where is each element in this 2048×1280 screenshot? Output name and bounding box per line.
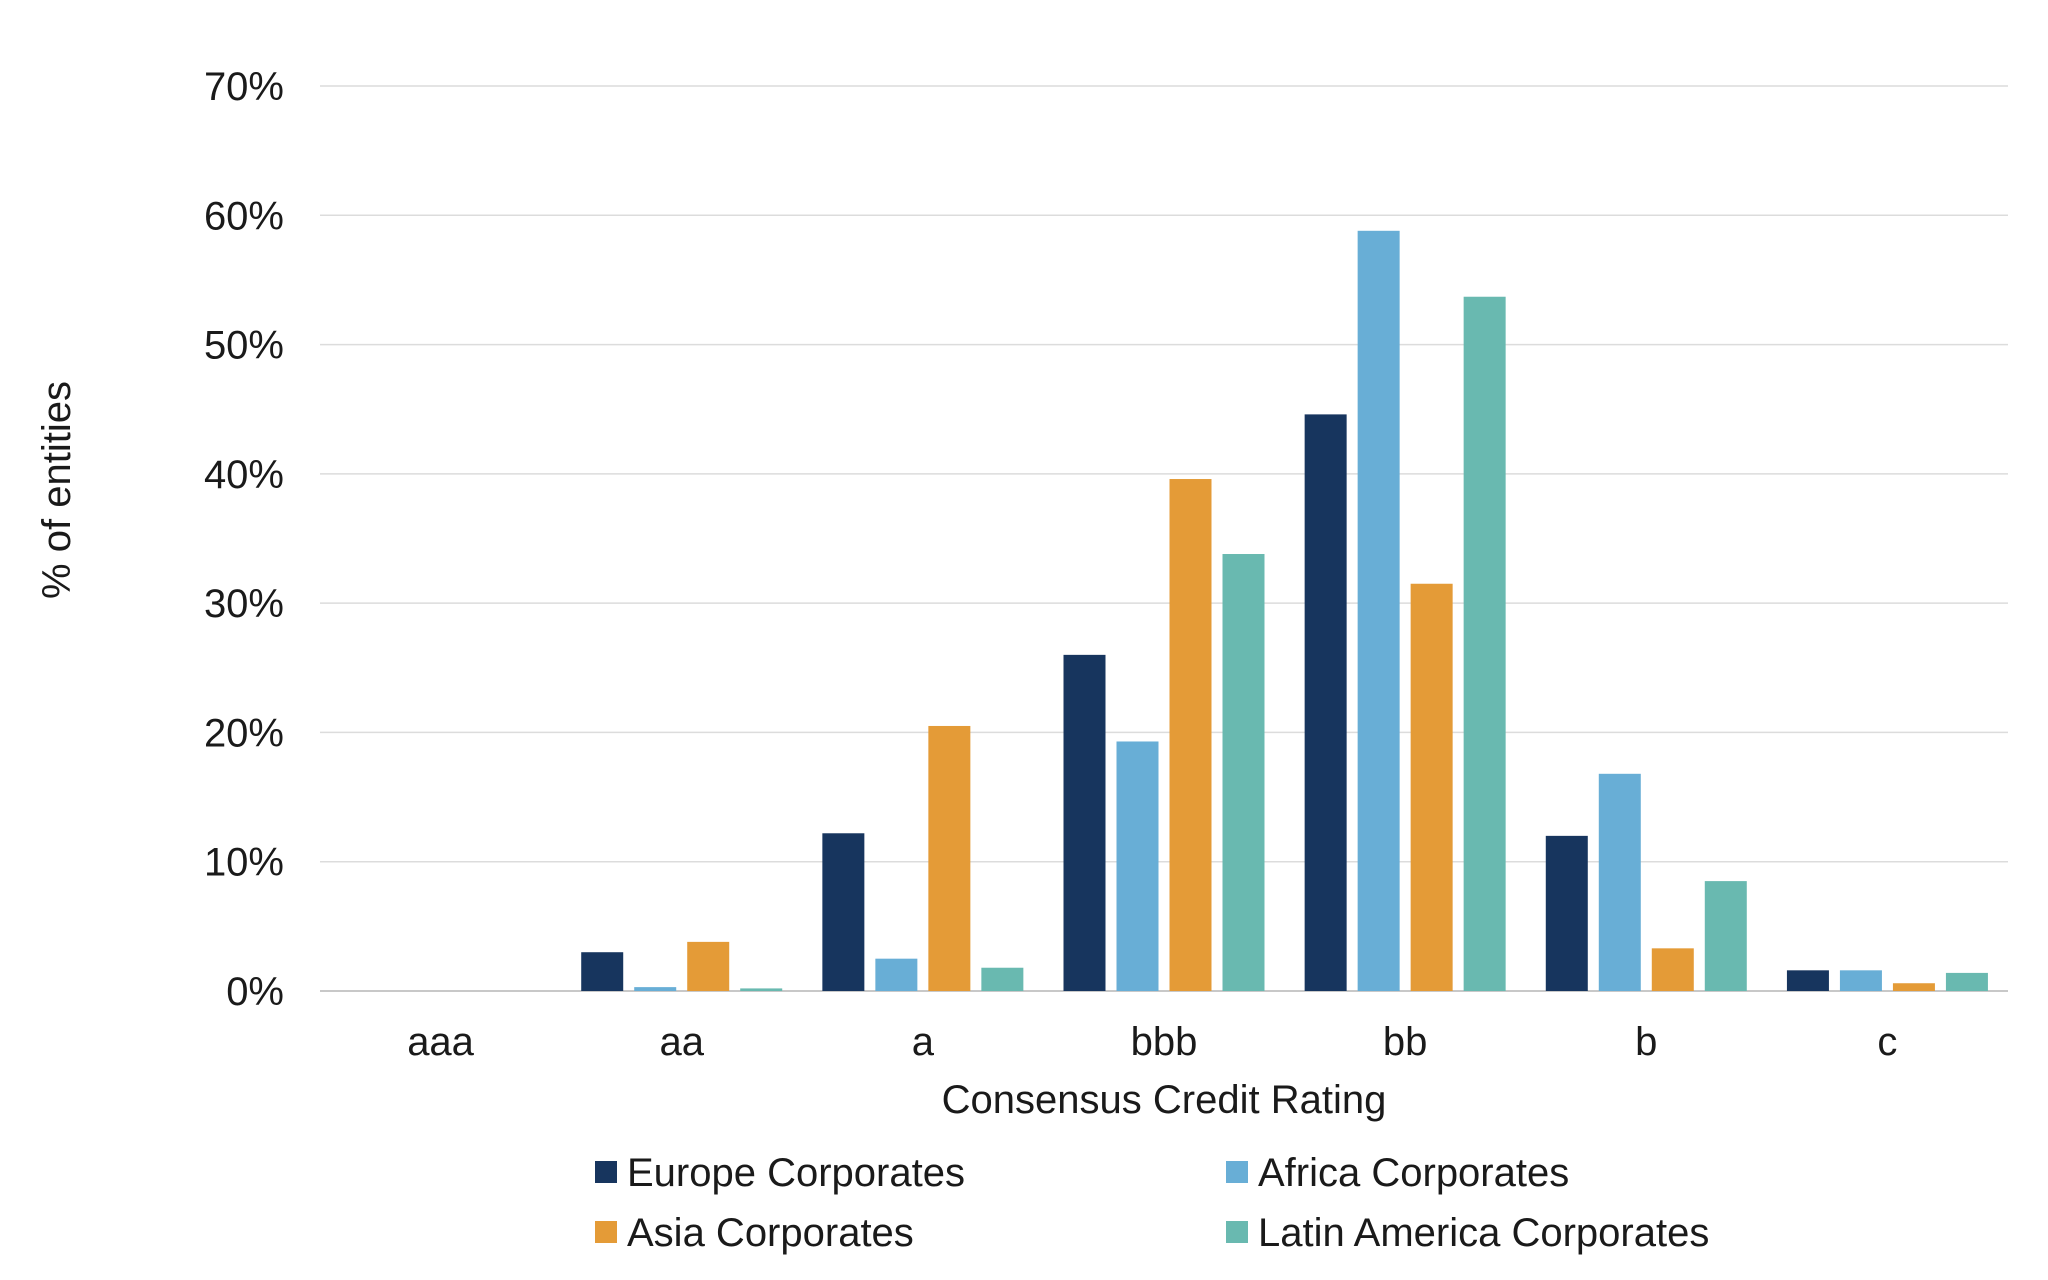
y-tick-label: 60%: [204, 194, 284, 238]
bar-a-europe-corporates: [822, 833, 865, 991]
bar-bb-latin-america-corporates: [1463, 296, 1506, 991]
bar-bbb-asia-corporates: [1169, 479, 1212, 991]
y-tick-label: 70%: [204, 65, 284, 109]
bar-aa-latin-america-corporates: [740, 988, 783, 991]
bar-b-europe-corporates: [1545, 835, 1588, 991]
y-axis-title: % of entities: [35, 381, 79, 599]
bar-aa-europe-corporates: [581, 952, 624, 991]
legend-item-africa-corporates: Africa Corporates: [1226, 1151, 1569, 1195]
x-tick-labels: aaa aa a bbb bb b c: [407, 1020, 1897, 1064]
legend-label: Asia Corporates: [627, 1211, 914, 1255]
legend-item-latin-america-corporates: Latin America Corporates: [1226, 1211, 1709, 1255]
legend-swatch: [1226, 1221, 1248, 1243]
bar-b-asia-corporates: [1651, 948, 1694, 991]
bar-aa-asia-corporates: [687, 941, 730, 991]
x-tick-label: b: [1635, 1020, 1657, 1064]
x-tick-label: a: [912, 1020, 935, 1064]
legend-label: Europe Corporates: [627, 1151, 965, 1195]
gridlines: [320, 85, 2008, 992]
legend-item-asia-corporates: Asia Corporates: [595, 1211, 914, 1255]
x-tick-label: bb: [1383, 1020, 1428, 1064]
x-tick-label: aaa: [407, 1020, 474, 1064]
legend-swatch: [1226, 1161, 1248, 1183]
bar-c-africa-corporates: [1839, 970, 1882, 991]
y-tick-label: 40%: [204, 453, 284, 497]
bar-bbb-latin-america-corporates: [1222, 554, 1265, 991]
bar-a-latin-america-corporates: [981, 967, 1024, 991]
y-tick-label: 0%: [226, 970, 284, 1014]
y-tick-label: 30%: [204, 582, 284, 626]
y-tick-labels: 0% 10% 20% 30% 40% 50% 60% 70%: [204, 65, 284, 1014]
bar-bb-africa-corporates: [1357, 230, 1400, 992]
bar-a-africa-corporates: [875, 958, 918, 991]
bar-bb-europe-corporates: [1304, 414, 1347, 991]
legend-swatch: [595, 1161, 617, 1183]
legend: Europe Corporates Africa Corporates Asia C…: [595, 1151, 1709, 1255]
y-tick-label: 20%: [204, 711, 284, 755]
bar-c-asia-corporates: [1892, 983, 1935, 991]
bar-aa-africa-corporates: [634, 987, 677, 991]
bar-c-latin-america-corporates: [1945, 972, 1988, 991]
bar-a-asia-corporates: [928, 725, 971, 991]
bars: [581, 230, 1988, 992]
legend-label: Africa Corporates: [1258, 1151, 1569, 1195]
legend-swatch: [595, 1221, 617, 1243]
x-axis-title: Consensus Credit Rating: [942, 1078, 1387, 1122]
bar-bb-asia-corporates: [1410, 583, 1453, 991]
legend-label: Latin America Corporates: [1258, 1211, 1709, 1255]
y-tick-label: 10%: [204, 841, 284, 885]
bar-b-africa-corporates: [1598, 773, 1641, 991]
y-tick-label: 50%: [204, 324, 284, 368]
x-tick-label: bbb: [1131, 1020, 1198, 1064]
bar-bbb-africa-corporates: [1116, 741, 1159, 991]
legend-item-europe-corporates: Europe Corporates: [595, 1151, 965, 1195]
x-tick-label: c: [1877, 1020, 1897, 1064]
bar-c-europe-corporates: [1786, 970, 1829, 991]
x-tick-label: aa: [659, 1020, 704, 1064]
bar-b-latin-america-corporates: [1704, 881, 1747, 991]
bar-bbb-europe-corporates: [1063, 654, 1106, 991]
